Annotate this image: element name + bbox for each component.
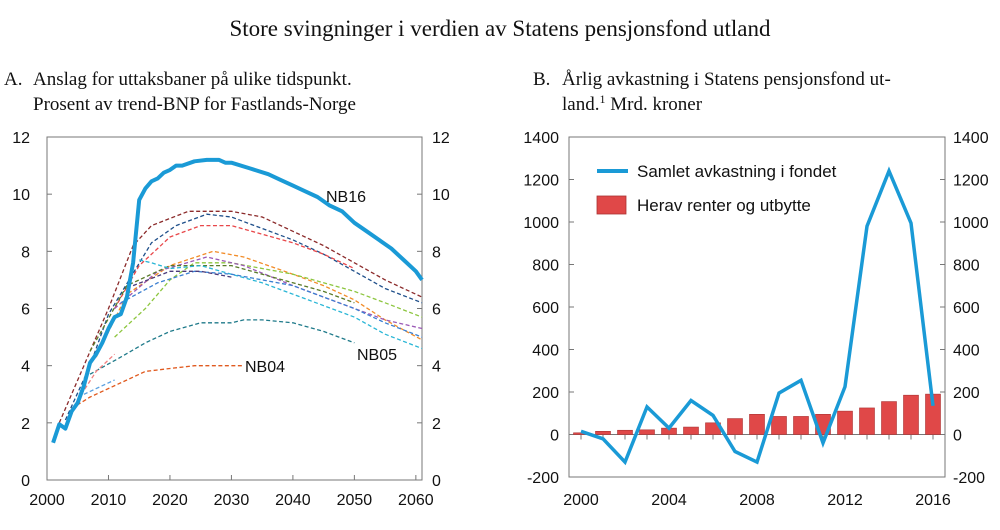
x-tick-label: 2060	[398, 492, 434, 509]
projection-line	[139, 259, 423, 350]
y-tick-label-right: -200	[953, 470, 985, 487]
x-tick-label: 2040	[275, 492, 311, 509]
label-nb04: NB04	[245, 359, 285, 376]
panel-b-label: B.	[533, 69, 550, 90]
projection-line	[114, 256, 423, 330]
bar-2008	[749, 414, 765, 435]
panel-a: A. Anslag for uttaksbaner på ulike tidsp…	[4, 69, 450, 509]
y-tick-label-left: 600	[532, 300, 559, 317]
y-tick-label-right: 400	[953, 343, 980, 360]
projection-line	[89, 264, 355, 352]
y-tick-label-left: 1000	[523, 215, 559, 232]
x-tick-label: 2020	[152, 492, 188, 509]
x-tick-label: 2008	[739, 492, 775, 509]
y-tick-label-right: 800	[953, 258, 980, 275]
y-tick-label-left: 800	[532, 258, 559, 275]
y-tick-label-left: 400	[532, 343, 559, 360]
bar-2009	[771, 416, 787, 435]
bar-2014	[881, 401, 897, 435]
y-tick-label-right: 6	[432, 302, 441, 319]
x-tick-label: 2010	[91, 492, 127, 509]
projection-line	[95, 250, 423, 358]
panel-b: B. Årlig avkastning i Statens pensjonsfo…	[523, 69, 988, 509]
legend-bar-swatch	[596, 195, 627, 215]
panel-b-title-line2: land.1 Mrd. kroner	[562, 92, 703, 115]
bar-2010	[793, 416, 809, 435]
bar-2001	[595, 431, 611, 435]
y-tick-label-left: 0	[550, 428, 559, 445]
y-tick-label-right: 2	[432, 416, 441, 433]
y-tick-label-right: 0	[953, 428, 962, 445]
projection-line	[64, 213, 423, 421]
x-tick-label: 2016	[915, 492, 951, 509]
y-tick-label-right: 1200	[953, 173, 989, 190]
y-tick-label-right: 1400	[953, 130, 989, 147]
y-tick-label-left: 1400	[523, 130, 559, 147]
projection-line	[120, 270, 423, 338]
bar-2012	[837, 410, 853, 435]
y-tick-label-left: 12	[12, 130, 30, 147]
bar-2003	[639, 429, 655, 435]
x-tick-label: 2050	[337, 492, 373, 509]
y-tick-label-right: 4	[432, 359, 441, 376]
projection-line	[114, 262, 423, 338]
bar-2005	[683, 426, 699, 435]
y-tick-label-left: 1200	[523, 173, 559, 190]
y-tick-label-left: 0	[21, 473, 30, 490]
y-tick-label-left: 8	[21, 244, 30, 261]
bar-2013	[859, 407, 875, 435]
label-nb16: NB16	[326, 189, 366, 206]
y-tick-label-right: 200	[953, 385, 980, 402]
y-tick-label-right: 600	[953, 300, 980, 317]
figure-title: Store svingninger i verdien av Statens p…	[229, 16, 771, 41]
y-tick-label-left: -200	[527, 470, 559, 487]
y-tick-label-right: 1000	[953, 215, 989, 232]
legend-label-total-return: Samlet avkastning i fondet	[637, 162, 837, 181]
panel-b-title-land: land.	[562, 94, 599, 115]
projection-line	[77, 353, 116, 401]
panel-b-title-line1: Årlig avkastning i Statens pensjonsfond …	[562, 69, 891, 90]
series-line-nb05	[89, 319, 355, 375]
bar-2002	[617, 429, 633, 435]
panel-a-label: A.	[4, 69, 22, 90]
y-tick-label-left: 4	[21, 359, 30, 376]
projection-line	[132, 270, 232, 287]
x-tick-label: 2000	[29, 492, 65, 509]
panel-a-title-line1: Anslag for uttaksbaner på ulike tidspunk…	[33, 69, 352, 90]
y-tick-label-left: 6	[21, 302, 30, 319]
x-tick-label: 2012	[827, 492, 863, 509]
x-tick-label: 2000	[563, 492, 599, 509]
y-tick-label-right: 10	[432, 187, 450, 204]
y-tick-label-right: 0	[432, 473, 441, 490]
bar-2007	[727, 418, 743, 435]
y-tick-label-left: 10	[12, 187, 30, 204]
y-tick-label-left: 2	[21, 416, 30, 433]
panel-b-title-unit: Mrd. kroner	[605, 94, 702, 115]
total-return-line	[580, 166, 935, 466]
y-tick-label-right: 12	[432, 130, 450, 147]
projection-line	[83, 379, 115, 395]
series-line-nb16	[51, 157, 424, 444]
bar-2015	[903, 394, 919, 435]
panel-a-title-line2: Prosent av trend-BNP for Fastlands-Norge	[33, 94, 356, 115]
x-tick-label: 2004	[651, 492, 687, 509]
x-tick-label: 2030	[214, 492, 250, 509]
y-tick-label-right: 8	[432, 244, 441, 261]
series-line-nb04	[71, 365, 244, 410]
legend-label-interest-dividends: Herav renter og utbytte	[637, 196, 811, 215]
projection-line	[114, 224, 355, 309]
label-nb05: NB05	[357, 347, 397, 364]
projection-line	[58, 210, 423, 424]
footnote-marker: 1	[599, 92, 605, 106]
y-tick-label-left: 200	[532, 385, 559, 402]
